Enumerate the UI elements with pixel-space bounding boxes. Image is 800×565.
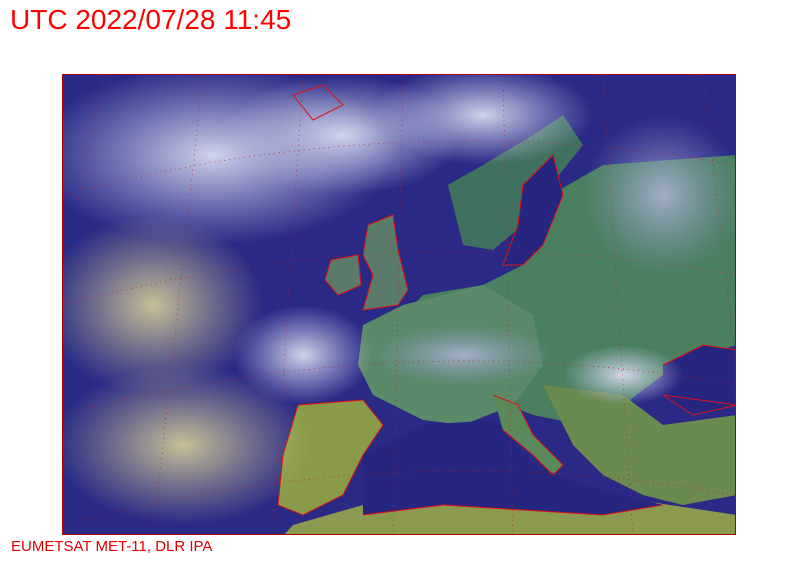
timestamp-title: UTC 2022/07/28 11:45 <box>10 4 292 35</box>
land-great-britain <box>363 215 408 310</box>
graticule <box>63 75 735 534</box>
cloud-mass <box>563 345 683 405</box>
cloud-mass <box>373 325 553 385</box>
satellite-image <box>63 75 735 534</box>
sea-baltic <box>503 155 563 265</box>
land-balkans-turkey <box>543 385 735 505</box>
cloud-mass <box>233 305 373 405</box>
cloud-mass <box>583 115 735 275</box>
cloud-mass <box>63 365 313 525</box>
cloud-mass <box>63 215 263 395</box>
land-ireland <box>325 255 361 295</box>
image-credit: EUMETSAT MET-11, DLR IPA <box>11 538 213 555</box>
cloud-mass <box>373 75 593 165</box>
satellite-map[interactable] <box>62 74 736 535</box>
sea-mediterranean <box>363 420 663 515</box>
